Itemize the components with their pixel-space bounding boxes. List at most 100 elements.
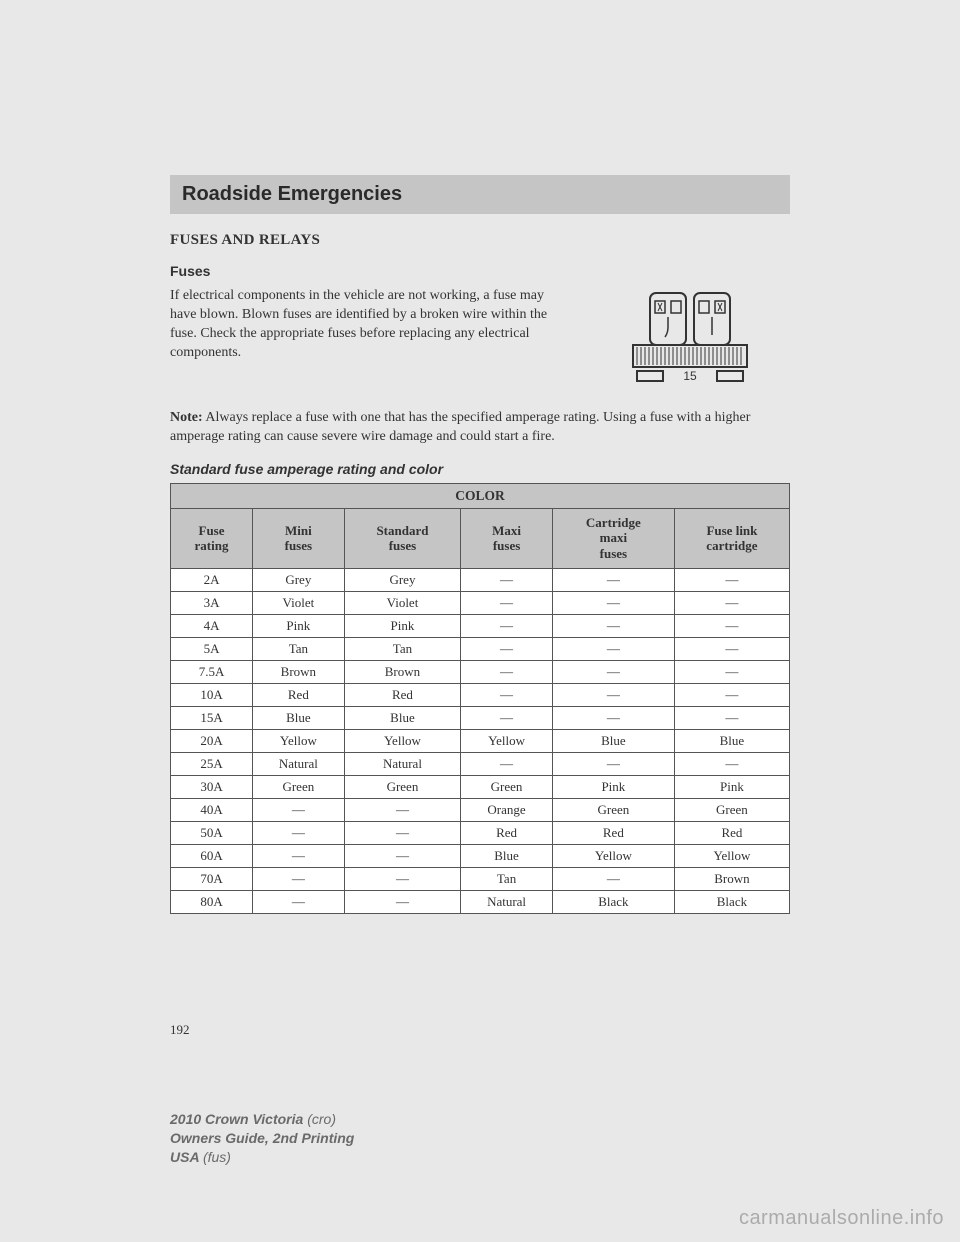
table-row: 15ABlueBlue——— [171, 706, 790, 729]
watermark-text: carmanualsonline.info [739, 1207, 944, 1230]
table-cell: — [674, 752, 789, 775]
table-cell: Yellow [253, 729, 345, 752]
table-cell: Brown [253, 660, 345, 683]
table-cell: Red [461, 821, 553, 844]
note-text: Always replace a fuse with one that has … [170, 410, 750, 444]
table-cell: 20A [171, 729, 253, 752]
table-cell: 30A [171, 775, 253, 798]
table-cell: — [674, 683, 789, 706]
table-cell: Red [552, 821, 674, 844]
table-cell: Blue [461, 844, 553, 867]
table-cell: — [674, 706, 789, 729]
table-row: 80A——NaturalBlackBlack [171, 890, 790, 913]
table-cell: — [253, 821, 345, 844]
note-label: Note: [170, 410, 203, 425]
table-cell: Tan [344, 637, 461, 660]
table-cell: — [461, 637, 553, 660]
table-cell: 80A [171, 890, 253, 913]
table-cell: Pink [344, 614, 461, 637]
table-cell: — [461, 683, 553, 706]
table-cell: — [552, 637, 674, 660]
table-cell: Yellow [552, 844, 674, 867]
fuse-icon: 15 [615, 287, 765, 397]
note-paragraph: Note: Always replace a fuse with one tha… [170, 409, 790, 447]
table-cell: — [552, 614, 674, 637]
table-cell: Violet [253, 591, 345, 614]
footer-region-code: (fus) [203, 1149, 231, 1165]
table-cell: 40A [171, 798, 253, 821]
table-cell: — [344, 821, 461, 844]
table-cell: 15A [171, 706, 253, 729]
table-cell: 4A [171, 614, 253, 637]
table-cell: — [552, 706, 674, 729]
table-cell: Green [344, 775, 461, 798]
table-cell: Natural [461, 890, 553, 913]
footer-model-line: 2010 Crown Victoria (cro) [170, 1110, 354, 1129]
table-row: 60A——BlueYellowYellow [171, 844, 790, 867]
table-cell: — [461, 568, 553, 591]
intro-row: If electrical components in the vehicle … [170, 287, 790, 397]
footer-model-code: (cro) [307, 1111, 336, 1127]
fuse-label-text: 15 [683, 369, 697, 383]
table-cell: Tan [461, 867, 553, 890]
table-cell: — [344, 890, 461, 913]
table-row: 20AYellowYellowYellowBlueBlue [171, 729, 790, 752]
table-cell: Tan [253, 637, 345, 660]
table-cell: 10A [171, 683, 253, 706]
table-caption: Standard fuse amperage rating and color [170, 461, 790, 477]
table-cell: 70A [171, 867, 253, 890]
table-cell: Yellow [461, 729, 553, 752]
table-body: 2AGreyGrey———3AVioletViolet———4APinkPink… [171, 568, 790, 913]
table-cell: Pink [253, 614, 345, 637]
table-cell: — [674, 614, 789, 637]
table-cell: Pink [552, 775, 674, 798]
table-cell: — [552, 867, 674, 890]
table-cell: — [253, 890, 345, 913]
table-row: 10ARedRed——— [171, 683, 790, 706]
table-cell: Pink [674, 775, 789, 798]
table-row: 2AGreyGrey——— [171, 568, 790, 591]
table-col-4: Cartridgemaxifuses [552, 508, 674, 568]
table-cell: Brown [674, 867, 789, 890]
table-cell: Black [674, 890, 789, 913]
footer-model: 2010 Crown Victoria [170, 1111, 303, 1127]
table-super-header: COLOR [171, 483, 790, 508]
table-col-2: Standardfuses [344, 508, 461, 568]
table-cell: Grey [253, 568, 345, 591]
table-cell: Natural [344, 752, 461, 775]
table-cell: — [674, 568, 789, 591]
table-cell: — [461, 660, 553, 683]
table-row: 30AGreenGreenGreenPinkPink [171, 775, 790, 798]
table-cell: 60A [171, 844, 253, 867]
table-col-0: Fuserating [171, 508, 253, 568]
table-cell: — [253, 844, 345, 867]
table-cell: — [674, 637, 789, 660]
table-cell: — [552, 591, 674, 614]
footer-guide: Owners Guide, 2nd Printing [170, 1129, 354, 1148]
section-header-tab: Roadside Emergencies [170, 175, 790, 214]
manual-page: Roadside Emergencies FUSES AND RELAYS Fu… [0, 0, 960, 1242]
table-cell: Grey [344, 568, 461, 591]
table-row: 40A——OrangeGreenGreen [171, 798, 790, 821]
table-cell: — [552, 660, 674, 683]
table-cell: Blue [552, 729, 674, 752]
table-cell: Blue [674, 729, 789, 752]
table-cell: — [253, 867, 345, 890]
table-cell: 2A [171, 568, 253, 591]
heading-fuses: Fuses [170, 263, 790, 279]
table-cell: — [552, 683, 674, 706]
fuse-color-table: COLOR FuseratingMinifusesStandardfusesMa… [170, 483, 790, 914]
table-cell: — [552, 752, 674, 775]
table-cell: Natural [253, 752, 345, 775]
table-cell: Green [461, 775, 553, 798]
footer-region: USA [170, 1149, 199, 1165]
intro-paragraph: If electrical components in the vehicle … [170, 287, 560, 397]
table-row: 50A——RedRedRed [171, 821, 790, 844]
heading-fuses-and-relays: FUSES AND RELAYS [170, 232, 790, 249]
table-cell: Violet [344, 591, 461, 614]
table-row: 25ANaturalNatural——— [171, 752, 790, 775]
table-col-3: Maxifuses [461, 508, 553, 568]
table-cell: 5A [171, 637, 253, 660]
table-cell: Blue [253, 706, 345, 729]
table-cell: 7.5A [171, 660, 253, 683]
